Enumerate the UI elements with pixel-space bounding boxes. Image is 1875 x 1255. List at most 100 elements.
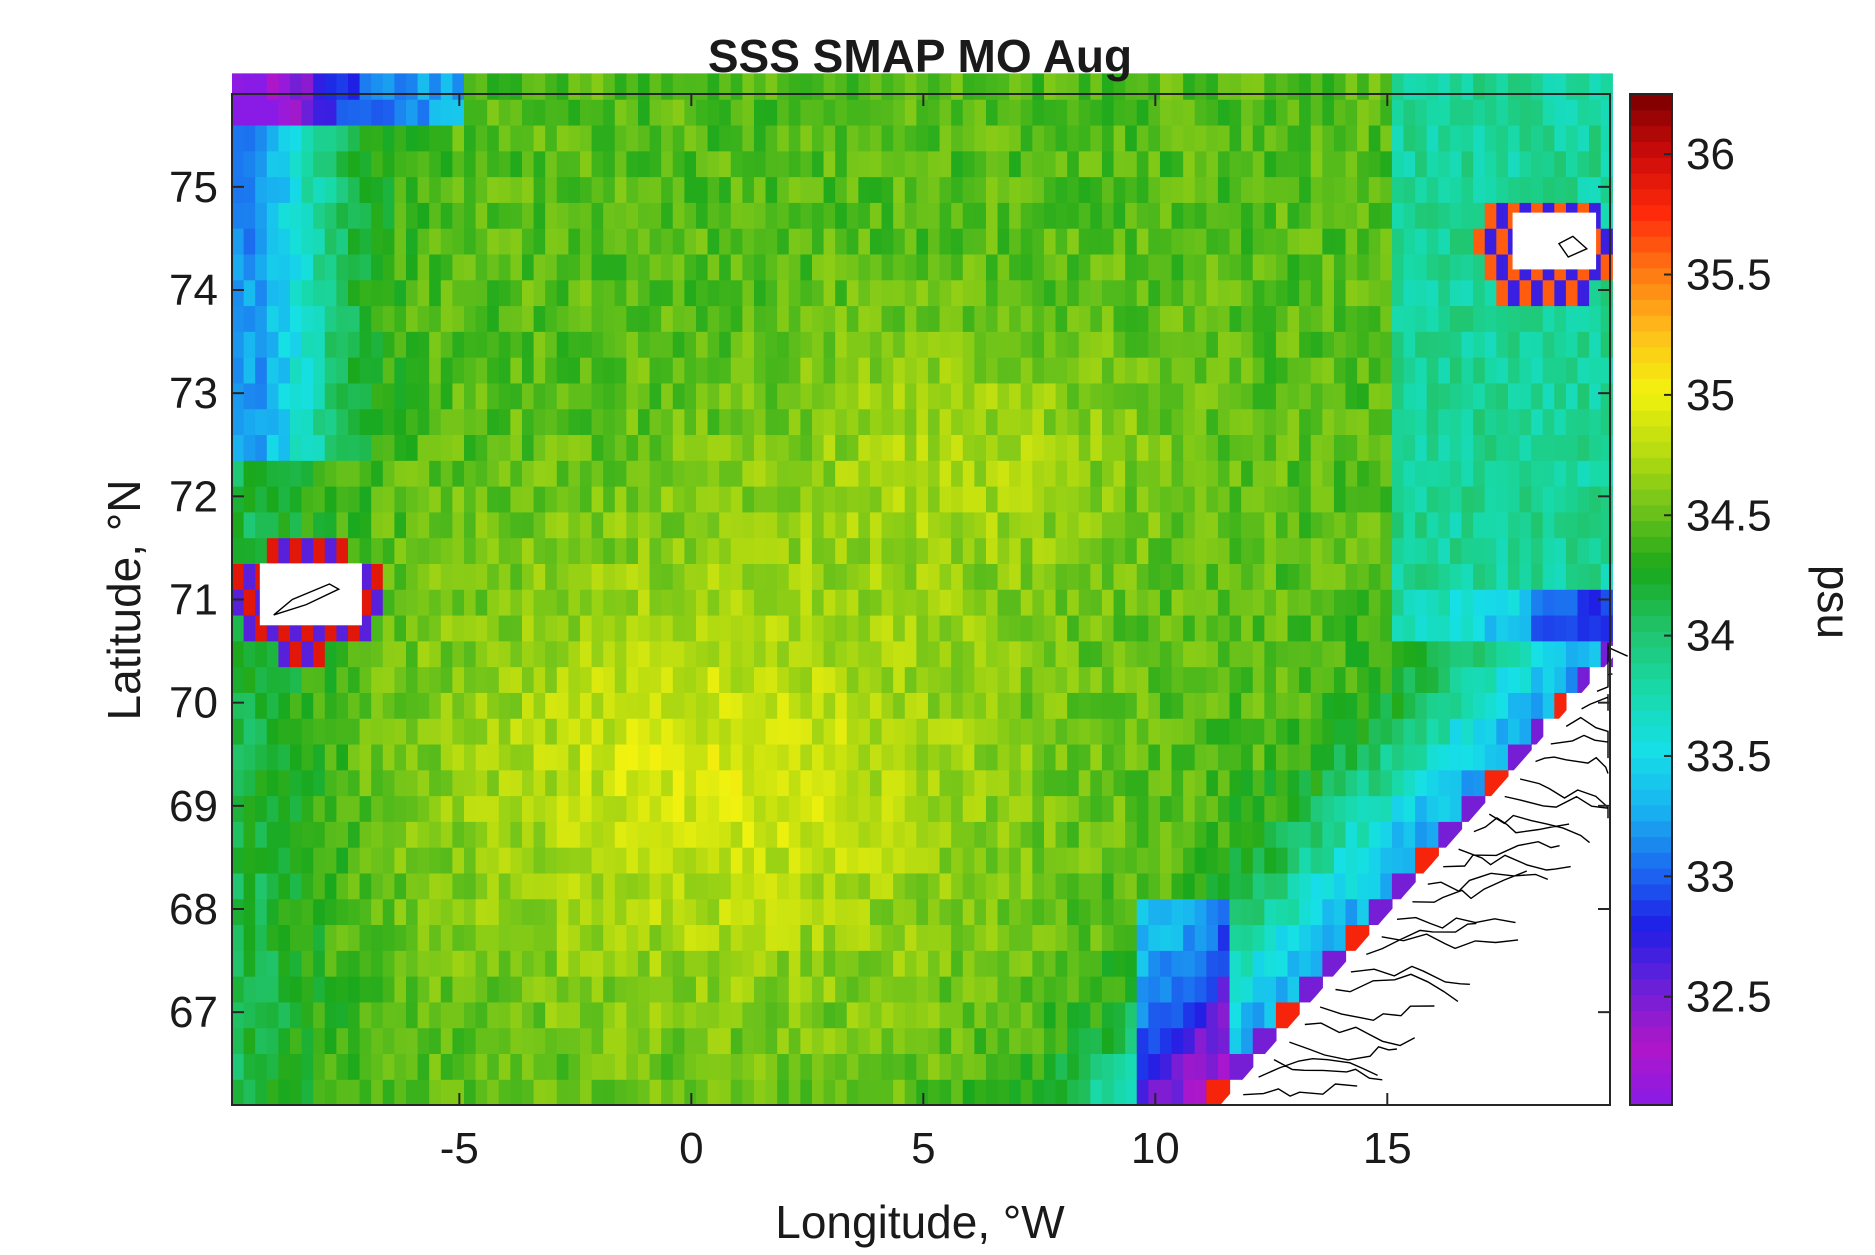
heatmap-cell (811, 743, 825, 771)
heatmap-cell (324, 357, 337, 384)
heatmap-cell (707, 357, 720, 384)
heatmap-cell (742, 847, 755, 874)
heatmap-cell (1055, 1079, 1068, 1106)
heatmap-cell (916, 589, 929, 616)
heatmap-cell (626, 769, 639, 797)
heatmap-cell (243, 537, 256, 564)
heatmap-cell (846, 382, 859, 410)
heatmap-cell (974, 124, 987, 152)
heatmap-cell (545, 99, 558, 126)
heatmap-cell (1020, 614, 1033, 642)
heatmap-cell (510, 357, 523, 384)
heatmap-cell (730, 795, 743, 822)
heatmap-cell (1461, 99, 1474, 126)
heatmap-cell (266, 1027, 279, 1055)
heatmap-cell (777, 486, 790, 513)
heatmap-cell (1310, 279, 1323, 307)
heatmap-cell (1159, 1079, 1173, 1106)
heatmap-cell (278, 279, 291, 307)
heatmap-cell (626, 228, 639, 255)
heatmap-cell (255, 898, 268, 926)
heatmap-cell (1275, 1001, 1289, 1029)
heatmap-cell (846, 1053, 859, 1080)
heatmap-cell (1032, 486, 1045, 513)
heatmap-cell (1194, 743, 1207, 771)
heatmap-cell (568, 486, 581, 513)
heatmap-cell (382, 434, 395, 461)
heatmap-cell (417, 1027, 430, 1055)
heatmap-cell (463, 1027, 477, 1055)
heatmap-cell (324, 253, 337, 281)
heatmap-cell (1426, 176, 1439, 203)
heatmap-cell (1043, 408, 1057, 436)
heatmap-cell (1217, 718, 1231, 745)
heatmap-cell (290, 718, 303, 745)
heatmap-cell (1067, 924, 1080, 951)
heatmap-cell (591, 666, 604, 693)
heatmap-cell (846, 202, 859, 229)
heatmap-cell (742, 1001, 755, 1029)
heatmap-cell (788, 228, 801, 255)
heatmap-cell (1183, 253, 1196, 281)
heatmap-cell (452, 872, 465, 900)
heatmap-cell (1519, 150, 1532, 178)
heatmap-cell (939, 692, 952, 719)
heatmap-cell (243, 1079, 256, 1106)
heatmap-cell (1600, 614, 1613, 642)
heatmap-cell (823, 202, 836, 229)
heatmap-cell (1496, 382, 1509, 410)
heatmap-cell (1496, 563, 1509, 590)
heatmap-cell (475, 692, 488, 719)
heatmap-cell (498, 872, 511, 900)
heatmap-cell (1067, 279, 1080, 307)
heatmap-cell (440, 589, 453, 616)
heatmap-cell (927, 589, 941, 616)
heatmap-cell (603, 821, 616, 848)
heatmap-cell (939, 434, 952, 461)
heatmap-cell (1275, 202, 1289, 229)
heatmap-cell (962, 357, 975, 384)
heatmap-cell (1229, 382, 1242, 410)
heatmap-cell (603, 176, 616, 203)
heatmap-cell (371, 692, 384, 719)
heatmap-cell (719, 357, 732, 384)
heatmap-cell (336, 357, 349, 384)
heatmap-cell (869, 408, 883, 436)
heatmap-cell (521, 976, 535, 1003)
heatmap-cell (904, 1027, 917, 1055)
heatmap-cell (1368, 769, 1381, 797)
heatmap-cell (1461, 150, 1474, 178)
heatmap-cell (695, 563, 709, 590)
heatmap-cell (1345, 563, 1358, 590)
heatmap-cell (336, 279, 349, 307)
heatmap-cell (1217, 640, 1231, 668)
heatmap-cell (1496, 331, 1509, 358)
heatmap-cell (1252, 434, 1265, 461)
heatmap-cell (1507, 124, 1521, 152)
heatmap-cell (1345, 666, 1358, 693)
heatmap-cell (1426, 692, 1439, 719)
heatmap-cell (1391, 821, 1405, 848)
heatmap-cell (1380, 253, 1393, 281)
heatmap-cell (440, 73, 453, 100)
heatmap-cell (278, 460, 291, 487)
heatmap-cell (1229, 486, 1242, 513)
heatmap-cell (1078, 486, 1091, 513)
heatmap-cell (417, 537, 430, 564)
heatmap-cell (1542, 666, 1555, 693)
heatmap-cell (336, 176, 349, 203)
heatmap-cell (1229, 614, 1242, 642)
heatmap-cell (684, 202, 697, 229)
heatmap-cell (1368, 331, 1381, 358)
heatmap-cell (324, 847, 337, 874)
heatmap-cell (823, 124, 836, 152)
heatmap-cell (951, 150, 964, 178)
heatmap-cell (951, 692, 964, 719)
heatmap-cell (475, 769, 488, 797)
heatmap-cell (1194, 1001, 1207, 1029)
heatmap-cell (835, 1053, 848, 1080)
heatmap-cell (579, 486, 593, 513)
heatmap-cell (788, 872, 801, 900)
heatmap-cell (463, 821, 477, 848)
heatmap-cell (672, 1079, 685, 1106)
